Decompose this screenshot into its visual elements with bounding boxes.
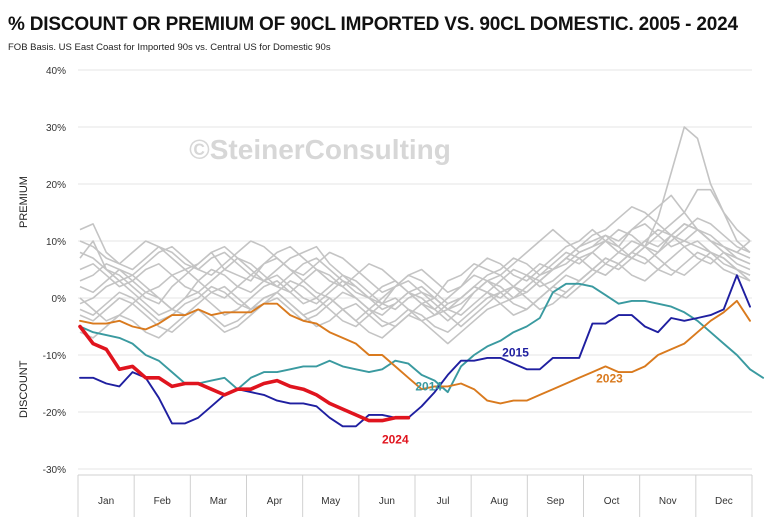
y-label-discount: DISCOUNT: [18, 360, 30, 418]
x-tick-label: Jun: [379, 496, 395, 507]
historical-series: [79, 126, 751, 345]
series-line-historical: [79, 194, 751, 311]
x-tick-label: Nov: [659, 496, 677, 507]
series-line-2023: [79, 299, 751, 405]
series-line-historical: [79, 223, 751, 328]
x-tick-label: Sep: [547, 496, 565, 507]
series-line-historical: [79, 223, 751, 322]
series-label-2014: 2014: [415, 380, 442, 394]
series-label-2024: 2024: [382, 433, 409, 447]
y-axis: 40% 30% 20% 10% 0% -10% -20% -30%: [43, 66, 66, 476]
x-tick-label: May: [321, 496, 340, 507]
series-line-historical: [79, 206, 751, 305]
series-line-2015: [79, 274, 751, 428]
y-tick-label: 40%: [46, 66, 66, 77]
x-tick-label: Mar: [210, 496, 228, 507]
series-line-historical: [79, 217, 751, 316]
chart-subtitle: FOB Basis. US East Coast for Imported 90…: [8, 42, 331, 53]
grid-lines: [78, 69, 752, 470]
watermark: ©SteinerConsulting: [189, 134, 451, 165]
y-tick-label: -20%: [43, 408, 66, 419]
series-line-2024: [78, 324, 411, 423]
x-tick-label: Aug: [490, 496, 508, 507]
y-tick-label: 0%: [52, 294, 67, 305]
y-tick-label: -30%: [43, 465, 66, 476]
x-tick-label: Jul: [437, 496, 450, 507]
y-tick-label: 10%: [46, 237, 66, 248]
series-line-historical: [79, 188, 751, 328]
x-tick-label: Jan: [98, 496, 114, 507]
highlighted-series: [78, 274, 765, 428]
series-labels: 2015 2014 2023 2024: [382, 346, 623, 447]
series-label-2023: 2023: [596, 371, 623, 385]
x-tick-label: Feb: [154, 496, 172, 507]
y-tick-label: 20%: [46, 180, 66, 191]
series-label-2015: 2015: [502, 346, 529, 360]
x-tick-label: Dec: [715, 496, 733, 507]
x-tick-label: Apr: [267, 496, 283, 507]
x-tick-label: Oct: [604, 496, 620, 507]
y-tick-label: -10%: [43, 351, 66, 362]
y-tick-label: 30%: [46, 123, 66, 134]
x-axis: Jan Feb Mar Apr May Jun Jul Aug Sep Oct Nov Dec: [77, 474, 753, 517]
series-line-historical: [79, 240, 751, 333]
series-line-historical: [79, 251, 751, 345]
chart-title: % DISCOUNT OR PREMIUM OF 90CL IMPORTED V…: [8, 14, 738, 35]
y-label-premium: PREMIUM: [18, 176, 30, 228]
